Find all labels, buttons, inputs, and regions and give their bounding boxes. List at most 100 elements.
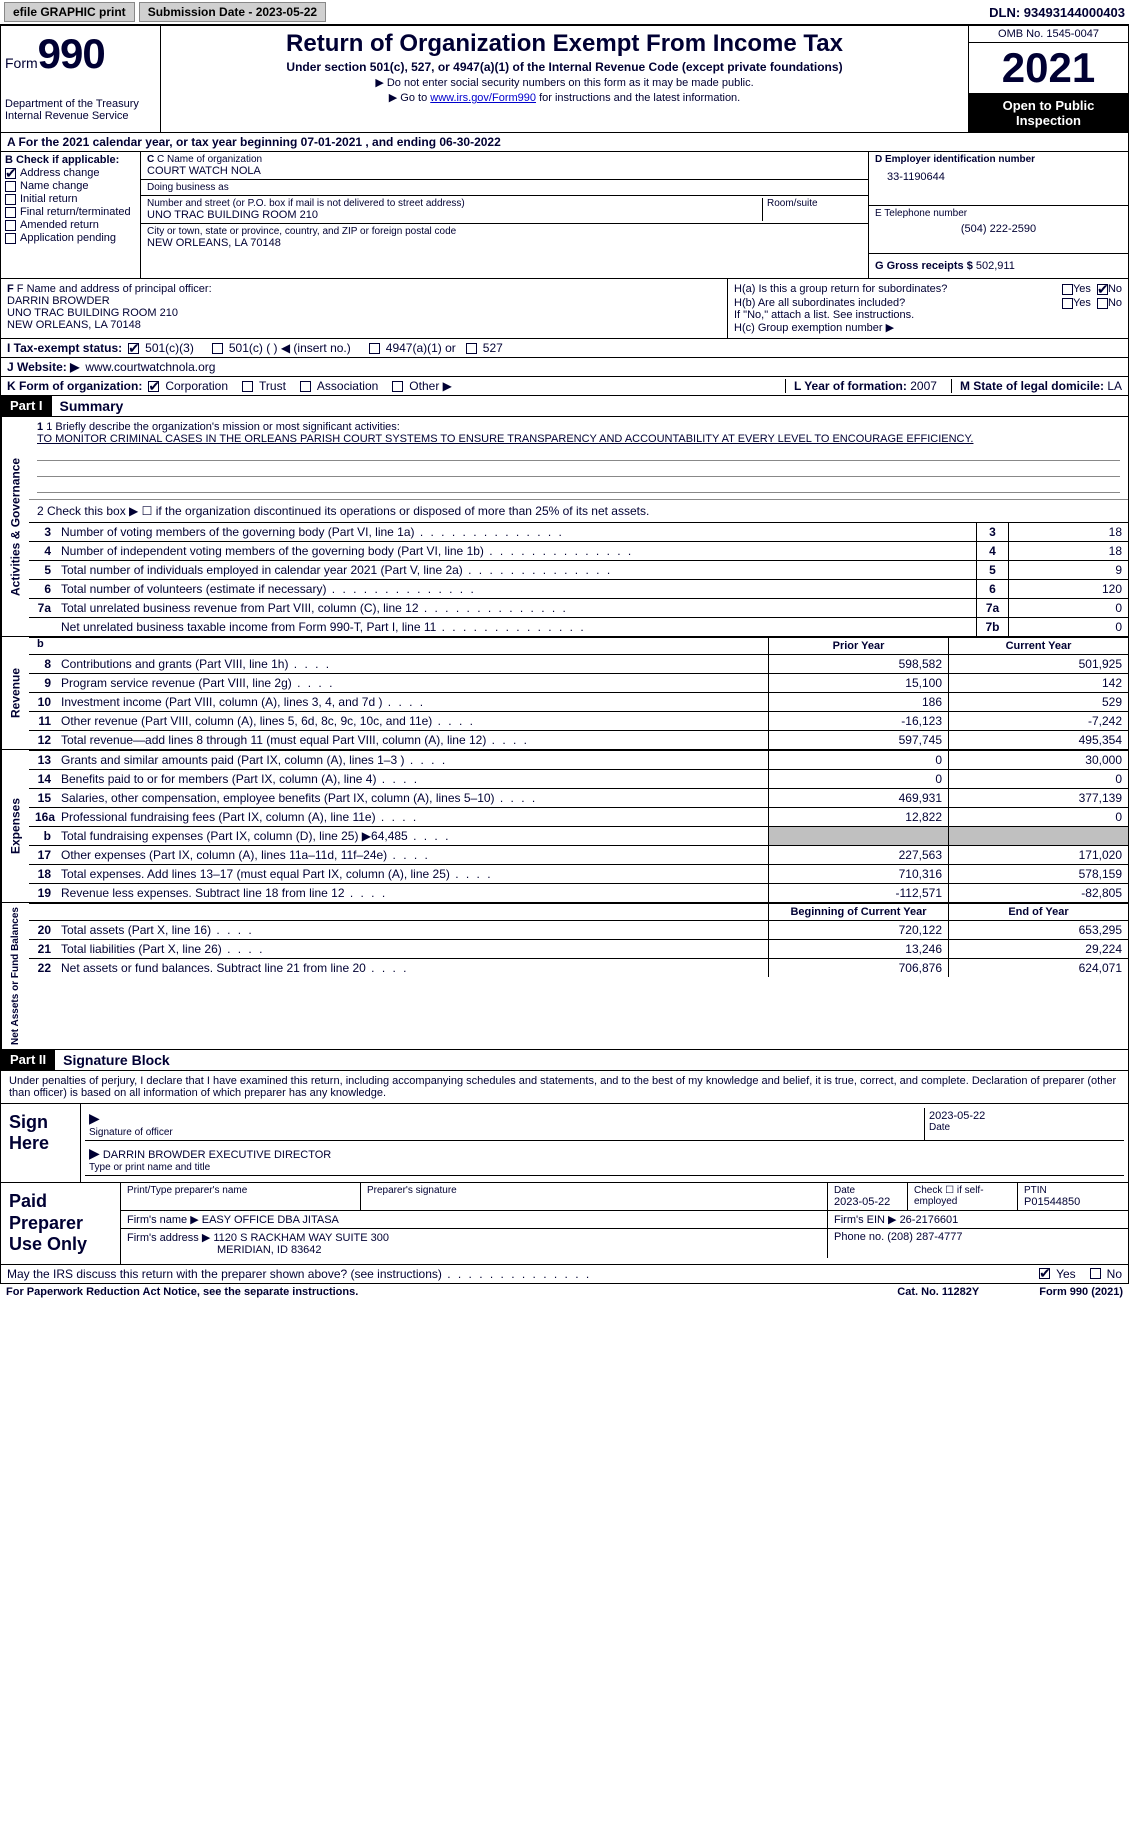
row-current: 0 <box>948 770 1128 788</box>
activities-governance-block: Activities & Governance 1 1 Briefly desc… <box>0 417 1129 637</box>
i-501c-checkbox[interactable] <box>212 343 223 354</box>
data-row: 11 Other revenue (Part VIII, column (A),… <box>29 711 1128 730</box>
dba-label: Doing business as <box>147 182 862 193</box>
row-prior: 15,100 <box>768 674 948 692</box>
row-num: 21 <box>29 940 57 958</box>
row-val: 18 <box>1008 542 1128 560</box>
ha-no-checkbox[interactable] <box>1097 284 1108 295</box>
row-desc: Professional fundraising fees (Part IX, … <box>57 808 768 826</box>
k-other-checkbox[interactable] <box>392 381 403 392</box>
discuss-no-checkbox[interactable] <box>1090 1268 1101 1279</box>
row-current: -7,242 <box>948 712 1128 730</box>
mission-label: 1 1 Briefly describe the organization's … <box>37 421 1120 433</box>
part1-header: Part I <box>1 396 52 416</box>
k-corp-checkbox[interactable] <box>148 381 159 392</box>
summary-row: Net unrelated business taxable income fr… <box>29 617 1128 636</box>
k-assoc-checkbox[interactable] <box>300 381 311 392</box>
row-current: 653,295 <box>948 921 1128 939</box>
form-header: Form990 Department of the Treasury Inter… <box>0 25 1129 133</box>
k-row: K Form of organization: Corporation Trus… <box>0 377 1129 396</box>
row-num: 4 <box>29 542 57 560</box>
row-desc: Total number of volunteers (estimate if … <box>57 580 976 598</box>
dln: DLN: 93493144000403 <box>989 5 1125 20</box>
date-label: Date <box>929 1122 1120 1133</box>
phone-label: Phone no. <box>834 1231 884 1243</box>
b-checkbox-1[interactable] <box>5 181 16 192</box>
b-checkbox-3[interactable] <box>5 207 16 218</box>
row-num: 17 <box>29 846 57 864</box>
ein-value: 33-1190644 <box>875 165 1122 183</box>
b-checkbox-4[interactable] <box>5 220 16 231</box>
footer-right: Form 990 (2021) <box>1039 1286 1123 1298</box>
row-current: 529 <box>948 693 1128 711</box>
b-checkbox-line: Application pending <box>5 232 136 244</box>
i-527-checkbox[interactable] <box>466 343 477 354</box>
data-row: b Total fundraising expenses (Part IX, c… <box>29 826 1128 845</box>
row-num: 22 <box>29 959 57 977</box>
b-checkbox-2[interactable] <box>5 194 16 205</box>
declaration-text: Under penalties of perjury, I declare th… <box>0 1071 1129 1104</box>
i-label: I Tax-exempt status: <box>7 341 122 355</box>
line2: 2 Check this box ▶ ☐ if the organization… <box>29 500 1128 522</box>
prep-date: 2023-05-22 <box>834 1196 901 1208</box>
row-num: 14 <box>29 770 57 788</box>
summary-row: 5 Total number of individuals employed i… <box>29 560 1128 579</box>
row-prior: -112,571 <box>768 884 948 902</box>
row-desc: Total expenses. Add lines 13–17 (must eq… <box>57 865 768 883</box>
b-checkbox-line: Address change <box>5 167 136 179</box>
prep-date-label: Date <box>834 1185 901 1196</box>
discuss-yes-checkbox[interactable] <box>1039 1268 1050 1279</box>
section-bcd: B Check if applicable: Address changeNam… <box>0 152 1129 279</box>
row-prior: 0 <box>768 751 948 769</box>
part1-title: Summary <box>52 396 132 416</box>
row-desc: Total assets (Part X, line 16) <box>57 921 768 939</box>
gross-label: G Gross receipts $ <box>875 260 973 272</box>
submission-date-button[interactable]: Submission Date - 2023-05-22 <box>139 2 326 22</box>
row-prior: 469,931 <box>768 789 948 807</box>
sign-here-block: Sign Here ▶ Signature of officer 2023-05… <box>0 1104 1129 1183</box>
b-checkbox-0[interactable] <box>5 168 16 179</box>
part1-header-row: Part I Summary <box>0 396 1129 417</box>
paid-preparer-label: Paid Preparer Use Only <box>1 1183 121 1264</box>
paid-preparer-block: Paid Preparer Use Only Print/Type prepar… <box>0 1183 1129 1265</box>
row-current: 377,139 <box>948 789 1128 807</box>
k-trust-checkbox[interactable] <box>242 381 253 392</box>
row-box: 5 <box>976 561 1008 579</box>
ein-label: D Employer identification number <box>875 154 1122 165</box>
open-to-public: Open to Public Inspection <box>969 94 1128 132</box>
b-label: B Check if applicable: <box>5 154 136 166</box>
irs-link[interactable]: www.irs.gov/Form990 <box>430 92 536 104</box>
row-num: 11 <box>29 712 57 730</box>
top-bar: efile GRAPHIC print Submission Date - 20… <box>0 0 1129 25</box>
col-c: C C Name of organization COURT WATCH NOL… <box>141 152 868 278</box>
row-current: -82,805 <box>948 884 1128 902</box>
firm-ein-label: Firm's EIN ▶ <box>834 1214 897 1226</box>
hb-yes-checkbox[interactable] <box>1062 298 1073 309</box>
hb-no-checkbox[interactable] <box>1097 298 1108 309</box>
row-desc: Total liabilities (Part X, line 26) <box>57 940 768 958</box>
row-desc: Total fundraising expenses (Part IX, col… <box>57 827 768 845</box>
row-val: 18 <box>1008 523 1128 541</box>
summary-row: 6 Total number of volunteers (estimate i… <box>29 579 1128 598</box>
sig-officer-label: Signature of officer <box>89 1127 920 1138</box>
header-title-block: Return of Organization Exempt From Incom… <box>161 26 968 132</box>
ha-yes-checkbox[interactable] <box>1062 284 1073 295</box>
row-current: 29,224 <box>948 940 1128 958</box>
i-4947-checkbox[interactable] <box>369 343 380 354</box>
f-block: F F Name and address of principal office… <box>1 279 728 338</box>
b-checkbox-line: Final return/terminated <box>5 206 136 218</box>
j-row: J Website: ▶ www.courtwatchnola.org <box>0 358 1129 377</box>
period-row: A For the 2021 calendar year, or tax yea… <box>0 133 1129 152</box>
b-checkbox-5[interactable] <box>5 233 16 244</box>
row-desc: Contributions and grants (Part VIII, lin… <box>57 655 768 673</box>
summary-row: 4 Number of independent voting members o… <box>29 541 1128 560</box>
subtitle-1: Under section 501(c), 527, or 4947(a)(1)… <box>167 60 962 74</box>
row-desc: Number of independent voting members of … <box>57 542 976 560</box>
row-num: 6 <box>29 580 57 598</box>
efile-print-button[interactable]: efile GRAPHIC print <box>4 2 135 22</box>
j-label: J Website: ▶ <box>7 360 79 374</box>
row-desc: Other revenue (Part VIII, column (A), li… <box>57 712 768 730</box>
dept-treasury: Department of the Treasury Internal Reve… <box>5 98 156 122</box>
i-501c3-checkbox[interactable] <box>128 343 139 354</box>
row-desc: Total unrelated business revenue from Pa… <box>57 599 976 617</box>
